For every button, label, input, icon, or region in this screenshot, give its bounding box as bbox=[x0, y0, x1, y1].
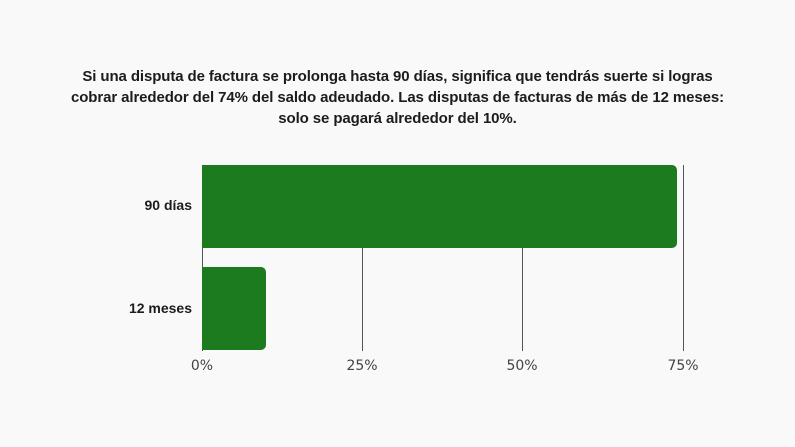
gridline-50 bbox=[522, 165, 523, 351]
chart-title: Si una disputa de factura se prolonga ha… bbox=[60, 66, 735, 129]
chart-title-line-3: solo se pagará alrededor del 10%. bbox=[278, 110, 517, 127]
chart-title-line-1: Si una disputa de factura se prolonga ha… bbox=[82, 68, 713, 85]
bar-90-dias bbox=[202, 165, 677, 248]
category-label-12-meses: 12 meses bbox=[128, 300, 192, 316]
x-tick-50: 50% bbox=[506, 358, 538, 374]
chart-title-line-2: cobrar alrededor del 74% del saldo adeud… bbox=[70, 89, 724, 106]
gridline-0 bbox=[202, 165, 203, 351]
gridline-75 bbox=[683, 165, 684, 351]
bar-12-meses bbox=[202, 267, 267, 350]
gridline-25 bbox=[362, 165, 363, 351]
x-tick-0: 0% bbox=[190, 358, 214, 374]
x-tick-25: 25% bbox=[346, 358, 378, 374]
category-label-90-dias: 90 días bbox=[144, 197, 192, 213]
x-tick-75: 75% bbox=[667, 358, 699, 374]
